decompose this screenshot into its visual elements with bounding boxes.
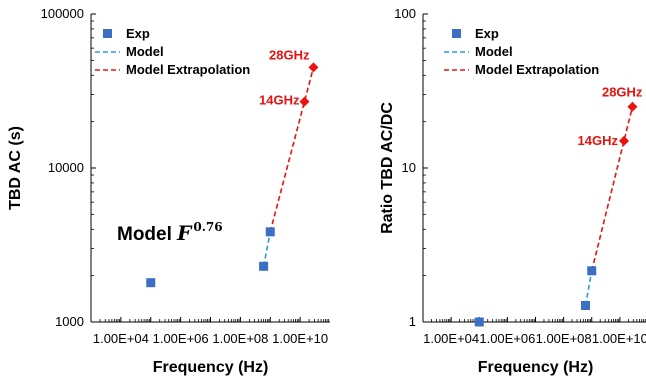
y-axis-title: Ratio TBD AC/DC — [379, 102, 396, 234]
model-note-exponent: 0.76 — [193, 220, 222, 234]
x-tick-label: 1.00E+08 — [212, 331, 268, 346]
series-line-model — [262, 231, 272, 267]
annotation-label: 14GHz — [578, 133, 619, 148]
x-tick-label: 1.00E+04 — [423, 331, 479, 346]
legend: Exp Model Model Extrapolation — [95, 26, 250, 77]
x-tick-label: 1.00E+10 — [592, 331, 646, 346]
legend-swatch-exp — [452, 29, 461, 38]
legend-swatch-exp — [103, 29, 112, 38]
y-tick-label: 10000 — [48, 160, 84, 175]
model-note: Model F 0.76 — [117, 220, 223, 245]
exp-point — [587, 266, 597, 276]
annotation-label: 28GHz — [269, 47, 310, 62]
legend-label: Model Extrapolation — [126, 62, 250, 77]
y-tick-label: 100000 — [41, 6, 84, 21]
y-tick-label: 10 — [402, 160, 416, 175]
model-note-prefix: Model — [117, 224, 177, 245]
legend-label: Model Extrapolation — [475, 62, 599, 77]
legend-label: Model — [475, 44, 513, 59]
extrapolation-point — [308, 62, 319, 73]
exp-point — [474, 317, 484, 327]
extrapolation-point — [618, 135, 629, 146]
chart-2: 1 10 100 1.00E+04 1.00E+06 1.00E+08 1.00E+10 Fr… — [379, 6, 646, 376]
annotation-label: 28GHz — [602, 85, 643, 100]
x-tick-label: 1.00E+04 — [93, 331, 149, 346]
exp-point — [581, 300, 591, 310]
y-tick-label: 1000 — [55, 314, 84, 329]
y-tick-label: 100 — [394, 6, 416, 21]
exp-point — [265, 227, 275, 237]
extrapolation-point — [299, 96, 310, 107]
extrapolation-point — [627, 101, 638, 112]
chart-1: 1000 10000 100000 1.00E+04 1.00E+06 1.00E+08 1… — [7, 6, 330, 376]
exp-point — [259, 261, 269, 271]
y-axis-title: TBD AC (s) — [7, 126, 24, 210]
x-axis-title: Frequency (Hz) — [478, 359, 594, 376]
series-line-model-extrapolation — [590, 106, 634, 271]
x-tick-label: 1.00E+06 — [153, 331, 209, 346]
legend-label: Model — [126, 44, 164, 59]
model-note-var: F — [176, 221, 193, 245]
x-axis-title: Frequency (Hz) — [153, 359, 269, 376]
legend: Exp Model Model Extrapolation — [444, 26, 599, 77]
annotation-label: 14GHz — [259, 93, 300, 108]
x-tick-label: 1.00E+06 — [479, 331, 535, 346]
exp-point — [146, 278, 156, 288]
legend-label: Exp — [126, 26, 150, 41]
x-tick-label: 1.00E+08 — [536, 331, 592, 346]
series-line-model-extrapolation — [269, 67, 315, 233]
series-line-model — [584, 270, 593, 306]
x-tick-label: 1.00E+10 — [272, 331, 328, 346]
legend-label: Exp — [475, 26, 499, 41]
y-tick-label: 1 — [409, 314, 416, 329]
